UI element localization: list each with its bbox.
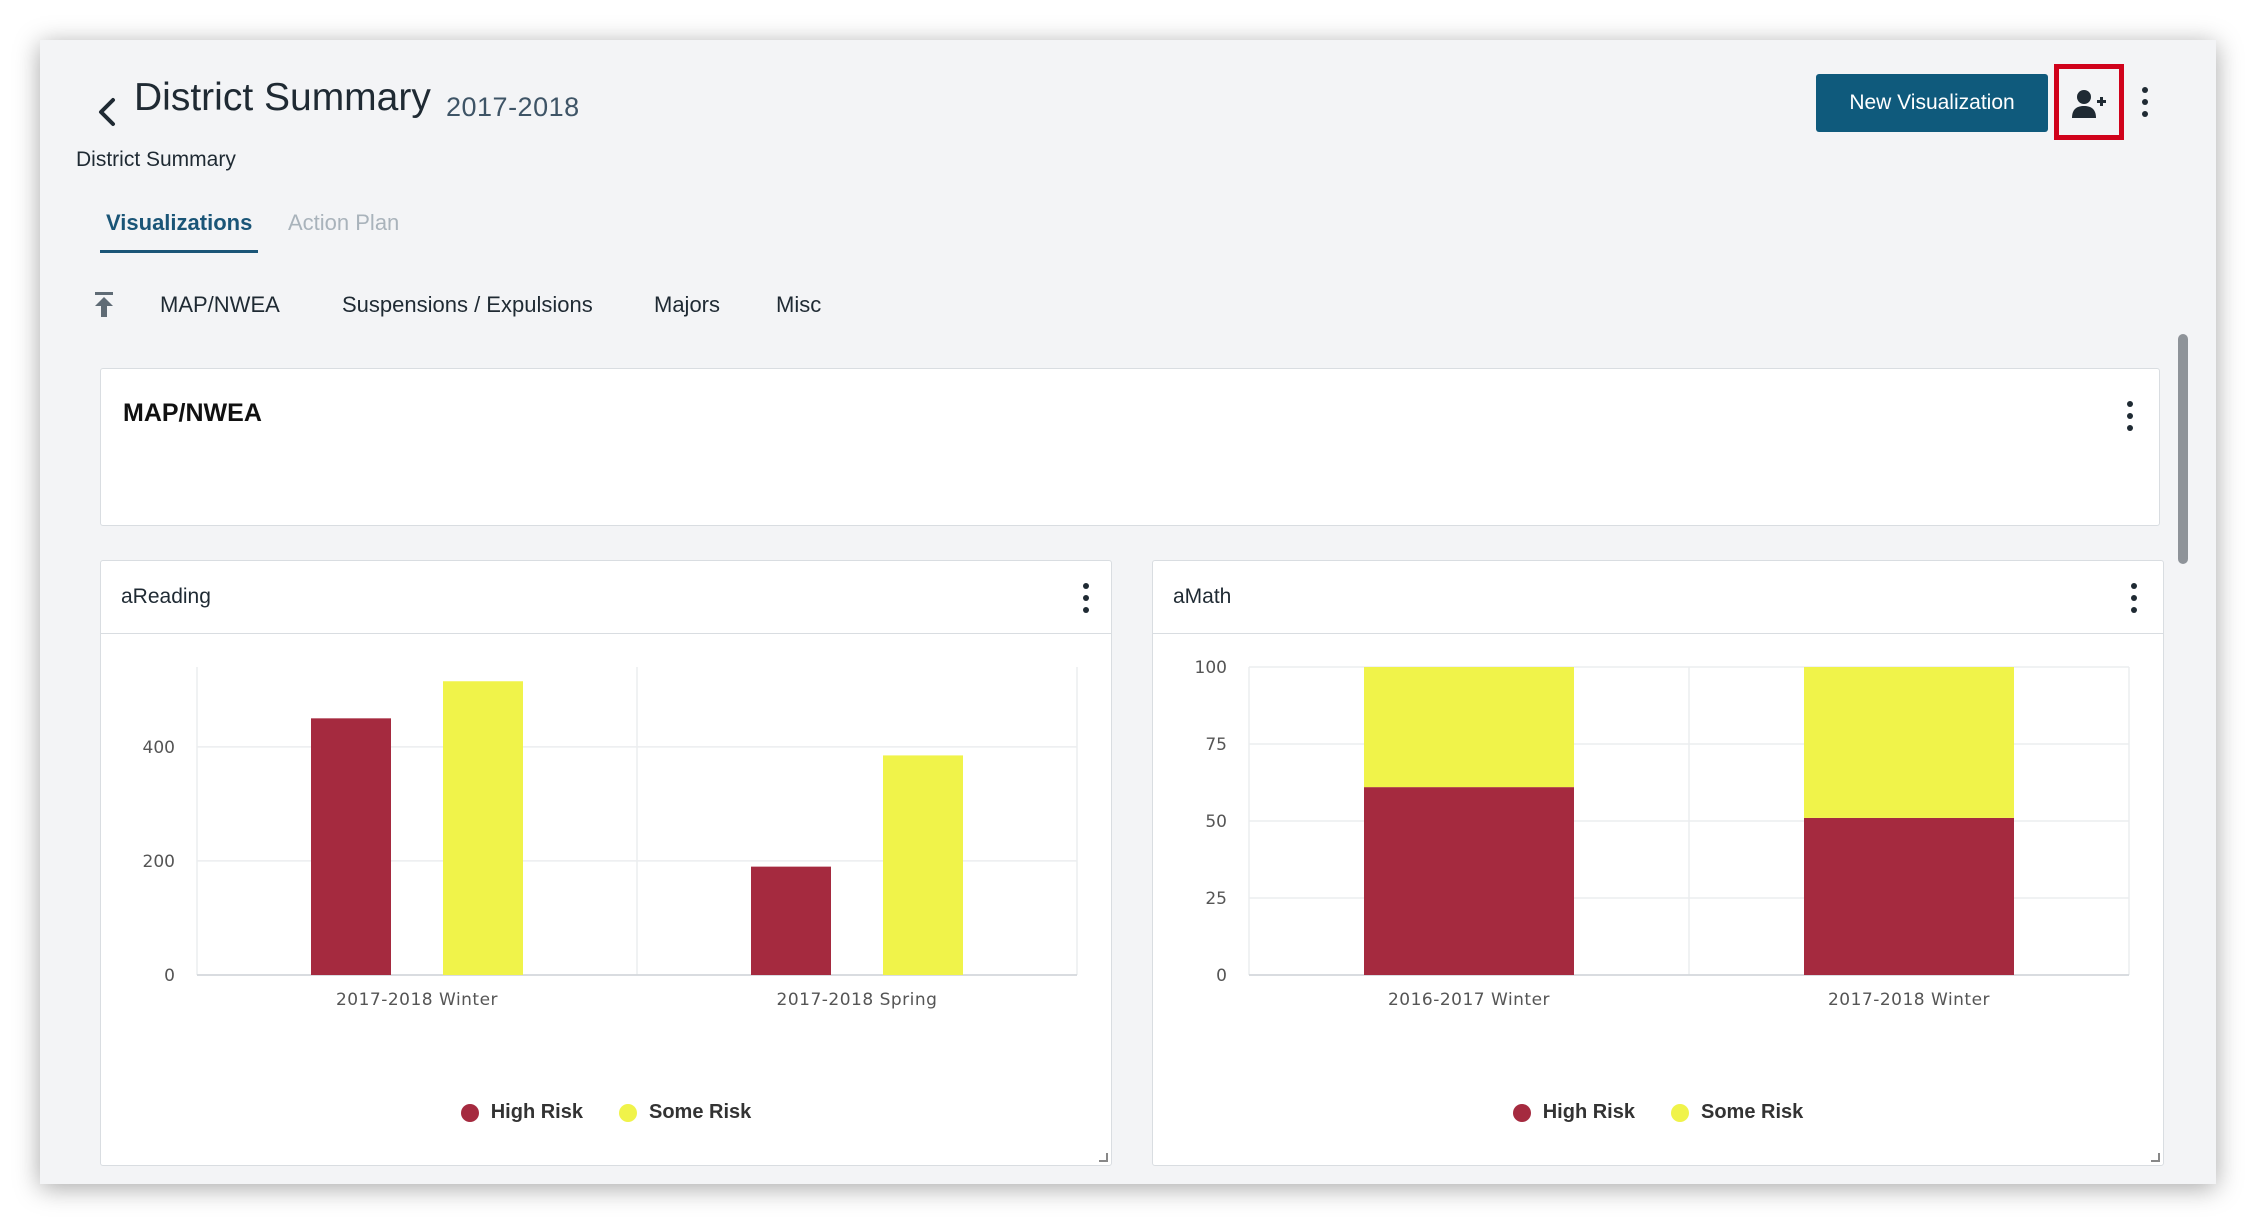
bar-some-risk[interactable] bbox=[883, 755, 963, 975]
x-tick-label: 2016-2017 Winter bbox=[1388, 990, 1550, 1010]
share-user-button[interactable] bbox=[2054, 64, 2124, 140]
chart-legend: High Risk Some Risk bbox=[1153, 1101, 2163, 1124]
chart-legend: High Risk Some Risk bbox=[101, 1101, 1111, 1124]
section-more-button[interactable] bbox=[2117, 393, 2143, 439]
page-subtitle: District Summary bbox=[76, 148, 236, 171]
legend-swatch bbox=[1512, 1103, 1531, 1122]
chevron-left-icon bbox=[99, 98, 115, 126]
back-button[interactable] bbox=[88, 82, 128, 142]
y-tick-label: 25 bbox=[1205, 889, 1227, 909]
chart-title: aReading bbox=[121, 585, 211, 608]
y-tick-label: 0 bbox=[1216, 966, 1227, 986]
more-vertical-icon bbox=[1083, 583, 1089, 589]
resize-corner-icon[interactable] bbox=[2149, 1151, 2161, 1163]
x-tick-label: 2017-2018 Winter bbox=[336, 990, 498, 1010]
chart-more-button[interactable] bbox=[1073, 575, 1099, 621]
section-card-map-nwea: MAP/NWEA bbox=[100, 368, 2160, 526]
bar-high-risk[interactable] bbox=[1364, 787, 1574, 975]
legend-label: Some Risk bbox=[648, 1101, 752, 1123]
legend-item-some-risk[interactable]: Some Risk bbox=[618, 1101, 752, 1124]
bar-chart-math: 0 25 50 75 100 2016-2017 Winter 2017-2018 Wint… bbox=[1195, 658, 2130, 1010]
bar-high-risk[interactable] bbox=[311, 718, 391, 975]
legend-label: High Risk bbox=[490, 1101, 583, 1123]
y-tick-label: 100 bbox=[1195, 658, 1227, 678]
app-window: District Summary 2017-2018 District Summ… bbox=[40, 40, 2216, 1184]
more-options-button[interactable] bbox=[2132, 76, 2158, 128]
legend-item-high-risk[interactable]: High Risk bbox=[460, 1101, 583, 1124]
chart-header: aReading bbox=[101, 561, 1111, 634]
page-title: District Summary bbox=[134, 76, 431, 119]
chart-card-math: aMath 0 25 50 75 100 2016-2017 Winter 2017-201… bbox=[1152, 560, 2164, 1166]
legend-label: Some Risk bbox=[1700, 1101, 1804, 1123]
bar-some-risk[interactable] bbox=[1364, 667, 1574, 788]
y-tick-label: 0 bbox=[164, 966, 175, 986]
y-tick-label: 200 bbox=[143, 852, 175, 872]
scroll-to-top-button[interactable] bbox=[92, 290, 116, 320]
chart-card-reading: aReading 0 200 400 2017-2018 Winter 2017-201… bbox=[100, 560, 1112, 1166]
scrollbar-thumb[interactable] bbox=[2178, 334, 2188, 564]
new-visualization-button[interactable]: New Visualization bbox=[1816, 74, 2048, 132]
bar-some-risk[interactable] bbox=[1804, 667, 2014, 818]
section-link-misc[interactable]: Misc bbox=[776, 292, 822, 317]
add-user-icon bbox=[2072, 90, 2106, 118]
tab-visualizations[interactable]: Visualizations bbox=[100, 210, 259, 253]
section-link-map-nwea[interactable]: MAP/NWEA bbox=[160, 292, 280, 317]
legend-swatch bbox=[1670, 1103, 1689, 1122]
section-title: MAP/NWEA bbox=[123, 399, 262, 427]
arrow-up-to-top-icon bbox=[95, 292, 113, 317]
bar-high-risk[interactable] bbox=[751, 866, 831, 975]
bar-chart-reading: 0 200 400 2017-2018 Winter 2017-2018 Spring bbox=[143, 667, 1078, 1010]
section-link-majors[interactable]: Majors bbox=[654, 292, 721, 317]
tab-action-plan[interactable]: Action Plan bbox=[288, 210, 400, 235]
legend-item-some-risk[interactable]: Some Risk bbox=[1670, 1101, 1804, 1124]
chart-more-button[interactable] bbox=[2121, 575, 2147, 621]
chart-title: aMath bbox=[1173, 585, 1232, 608]
more-vertical-icon bbox=[2131, 583, 2137, 589]
more-vertical-icon bbox=[2127, 401, 2133, 407]
bar-some-risk[interactable] bbox=[443, 681, 523, 975]
legend-item-high-risk[interactable]: High Risk bbox=[1512, 1101, 1635, 1124]
chart-header: aMath bbox=[1153, 561, 2163, 634]
legend-label: High Risk bbox=[1542, 1101, 1635, 1123]
x-tick-label: 2017-2018 Winter bbox=[1828, 990, 1990, 1010]
y-tick-label: 50 bbox=[1205, 812, 1227, 832]
page-year: 2017-2018 bbox=[446, 92, 580, 122]
y-tick-label: 75 bbox=[1205, 735, 1227, 755]
legend-swatch bbox=[618, 1103, 637, 1122]
section-link-suspensions[interactable]: Suspensions / Expulsions bbox=[342, 292, 593, 317]
x-tick-label: 2017-2018 Spring bbox=[777, 990, 938, 1010]
y-tick-label: 400 bbox=[143, 738, 175, 758]
more-vertical-icon bbox=[2142, 87, 2148, 93]
bar-high-risk[interactable] bbox=[1804, 817, 2014, 975]
legend-swatch bbox=[460, 1103, 479, 1122]
resize-corner-icon[interactable] bbox=[1097, 1151, 1109, 1163]
